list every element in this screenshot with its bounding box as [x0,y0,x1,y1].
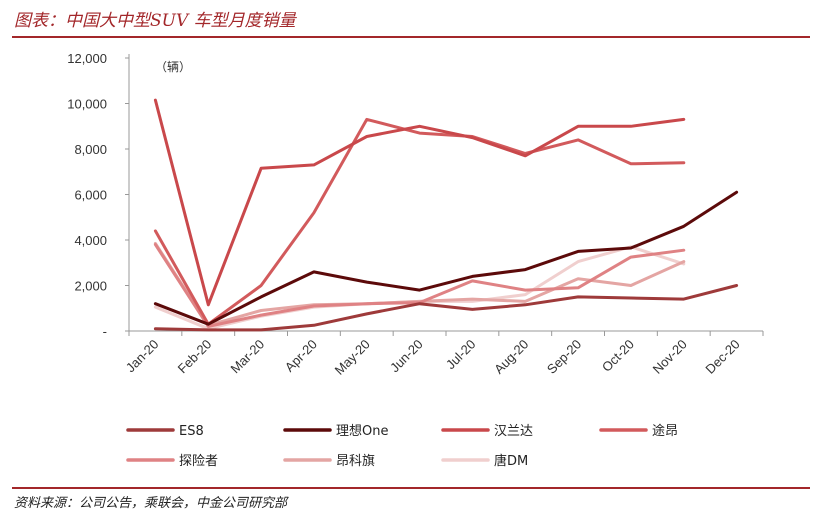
x-tick-label: Mar-20 [227,337,267,377]
y-tick-label: - [103,324,107,339]
series-line-1 [153,284,739,332]
x-tick-label: Jul-20 [443,337,479,373]
legend-label: 途昂 [652,423,678,439]
unit-label: （辆） [155,60,191,74]
x-tick-label: Aug-20 [491,337,531,377]
series-line-4 [153,117,686,326]
legend-label: 理想One [336,423,388,439]
y-tick-label: 12,000 [67,51,107,66]
legend-label: 唐DM [494,453,528,469]
y-tick-label: 8,000 [74,142,107,157]
series-line-3 [153,98,686,307]
source-note: 资料来源：公司公告，乘联会，中金公司研究部 [14,496,288,511]
x-tick-label: Nov-20 [650,337,690,377]
x-tick-label: Jan-20 [123,337,162,376]
y-tick-label: 6,000 [74,188,107,203]
x-tick-label: Oct-20 [599,337,637,375]
legend-label: 汉兰达 [494,424,533,439]
x-tick-label: May-20 [332,337,373,378]
series-line-2 [153,190,739,326]
x-tick-label: Feb-20 [175,337,215,377]
line-chart: - 2,000 4,000 6,000 8,000 10,000 12,000 （辆） Jan-… [67,51,764,469]
x-tick-label: Dec-20 [702,337,742,377]
x-tick-label: Jun-20 [387,337,426,376]
x-tick-label: Apr-20 [282,337,320,375]
x-tick-label: Sep-20 [544,337,584,377]
y-tick-label: 2,000 [74,279,107,294]
y-tick-label: 4,000 [74,233,107,248]
legend-label: 昂科旗 [336,453,375,469]
chart-title: 图表：中国大中型SUV 车型月度销量 [14,11,296,31]
series-line-5 [153,243,686,328]
legend-label: ES8 [179,424,204,439]
legend-label: 探险者 [179,454,218,469]
top-divider [12,36,810,38]
y-tick-label: 10,000 [67,97,107,112]
bottom-divider [12,487,810,489]
